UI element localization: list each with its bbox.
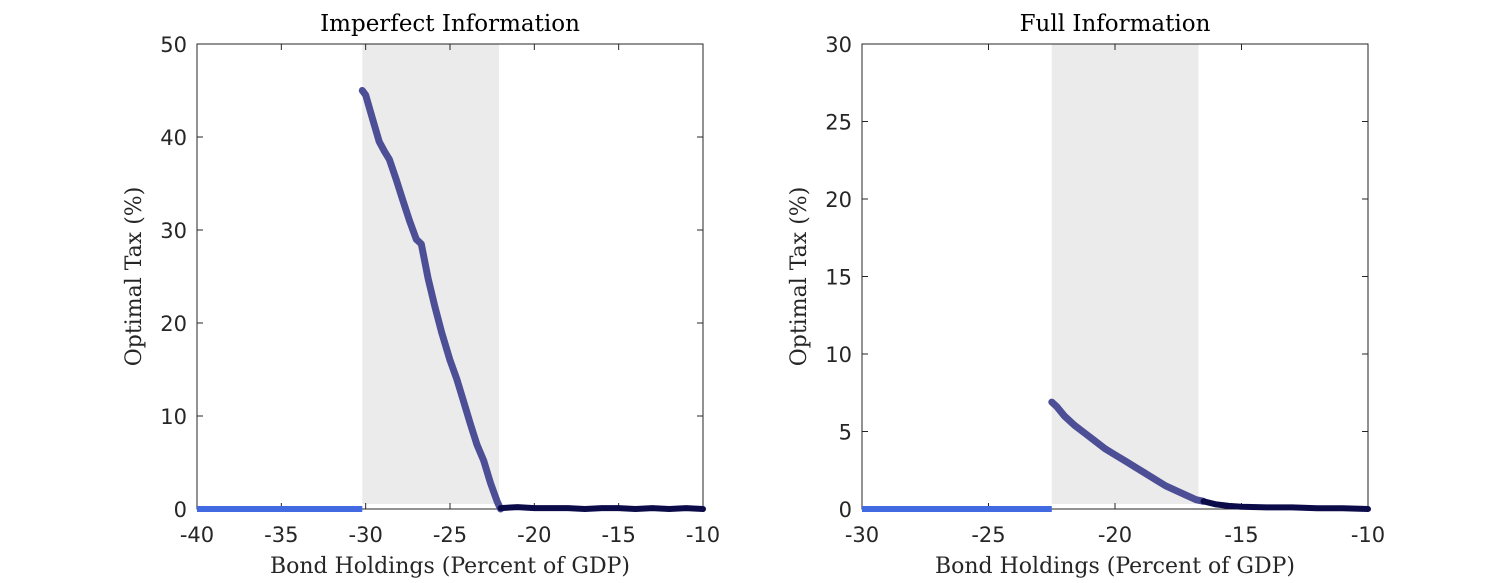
x-tick-label: -15: [1224, 523, 1258, 547]
series-line-tail: [497, 504, 706, 512]
chart-title: Full Information: [1020, 11, 1211, 37]
y-tick-label: 30: [825, 33, 852, 57]
series-line-tail: [1200, 498, 1371, 512]
x-tick-label: -40: [180, 523, 214, 547]
x-tick-label: -30: [349, 523, 383, 547]
y-tick-label: 5: [839, 421, 852, 445]
y-tick-label: 40: [160, 126, 187, 150]
y-tick-label: 25: [825, 111, 852, 135]
y-tick-label: 0: [839, 498, 852, 522]
y-axis-label: Optimal Tax (%): [787, 187, 812, 367]
y-tick-label: 15: [825, 266, 852, 290]
y-tick-label: 10: [825, 343, 852, 367]
x-tick-label: -20: [1098, 523, 1132, 547]
x-axis-label: Bond Holdings (Percent of GDP): [935, 554, 1295, 579]
series-line-main: [358, 87, 505, 513]
y-tick-label: 0: [174, 498, 187, 522]
series-line-main: [1048, 398, 1207, 505]
shaded-region: [1051, 44, 1199, 504]
chart-title: Imperfect Information: [320, 11, 580, 37]
x-tick-label: -30: [845, 523, 879, 547]
x-tick-label: -10: [686, 523, 720, 547]
y-tick-label: 50: [160, 33, 187, 57]
y-axis-label: Optimal Tax (%): [122, 187, 147, 367]
y-tick-label: 10: [160, 405, 187, 429]
x-tick-label: -15: [602, 523, 636, 547]
x-tick-label: -20: [517, 523, 551, 547]
x-tick-label: -25: [433, 523, 467, 547]
x-tick-label: -35: [264, 523, 298, 547]
x-axis-label: Bond Holdings (Percent of GDP): [270, 554, 630, 579]
x-tick-label: -10: [1351, 523, 1385, 547]
y-tick-label: 20: [825, 188, 852, 212]
chart-panel-2: -30 -25 -20 -15 -10 0 5 10 15 20 25 30 Full Informat…: [787, 11, 1385, 579]
y-tick-label: 30: [160, 219, 187, 243]
y-tick-label: 20: [160, 312, 187, 336]
chart-panel-1: -40 -35 -30 -25 -20 -15 -10 0 10 20 30 40 50 Imperfec…: [122, 11, 720, 579]
x-tick-label: -25: [971, 523, 1005, 547]
